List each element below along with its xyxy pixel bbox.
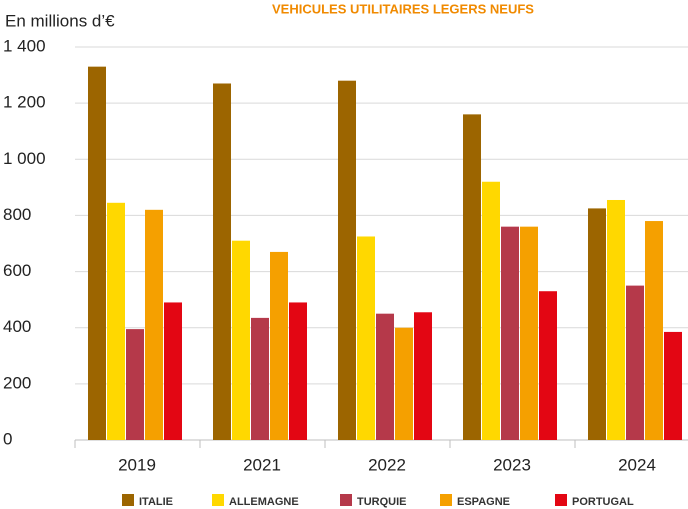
legend-swatch: [440, 494, 452, 506]
bar: [126, 329, 144, 440]
y-tick-label: 800: [3, 205, 31, 224]
bar: [664, 331, 682, 440]
legend-swatch: [555, 494, 567, 506]
y-tick-label: 600: [3, 261, 31, 280]
bar: [232, 240, 250, 440]
bar: [107, 202, 125, 440]
bar: [338, 80, 356, 440]
bar: [626, 285, 644, 440]
bar: [357, 236, 375, 440]
bar: [501, 226, 519, 440]
y-tick-label: 200: [3, 373, 31, 392]
legend-swatch: [212, 494, 224, 506]
y-tick-label: 0: [3, 429, 12, 448]
bar: [88, 66, 106, 441]
bar: [395, 327, 413, 440]
bar: [607, 199, 625, 440]
legend-label: PORTUGAL: [572, 496, 634, 508]
bar: [645, 221, 663, 440]
x-tick-label: 2019: [118, 455, 156, 474]
legend-label: ITALIE: [139, 496, 173, 508]
y-tick-label: 400: [3, 317, 31, 336]
y-tick-label: 1 200: [3, 93, 46, 112]
bar: [145, 209, 163, 440]
y-tick-label: 1 400: [3, 36, 46, 55]
x-tick-label: 2023: [493, 455, 531, 474]
legend-label: ALLEMAGNE: [229, 496, 299, 508]
y-tick-label: 1 000: [3, 149, 46, 168]
bar: [520, 226, 538, 440]
legend-swatch: [340, 494, 352, 506]
bar: [251, 317, 269, 440]
x-tick-label: 2022: [368, 455, 406, 474]
legend-label: ESPAGNE: [457, 496, 510, 508]
bar: [588, 208, 606, 440]
bar: [376, 313, 394, 440]
legend-swatch: [122, 494, 134, 506]
bar: [463, 114, 481, 440]
legend-label: TURQUIE: [357, 496, 407, 508]
bar: [213, 83, 231, 440]
x-tick-label: 2021: [243, 455, 281, 474]
x-tick-label: 2024: [618, 455, 656, 474]
bar: [414, 312, 432, 440]
bar: [164, 302, 182, 440]
chart-subtitle: En millions d’€: [5, 11, 115, 30]
bar: [270, 251, 288, 440]
bar: [289, 302, 307, 440]
bar: [482, 181, 500, 440]
bar: [539, 291, 557, 440]
chart-title: VEHICULES UTILITAIRES LEGERS NEUFS: [272, 1, 534, 16]
